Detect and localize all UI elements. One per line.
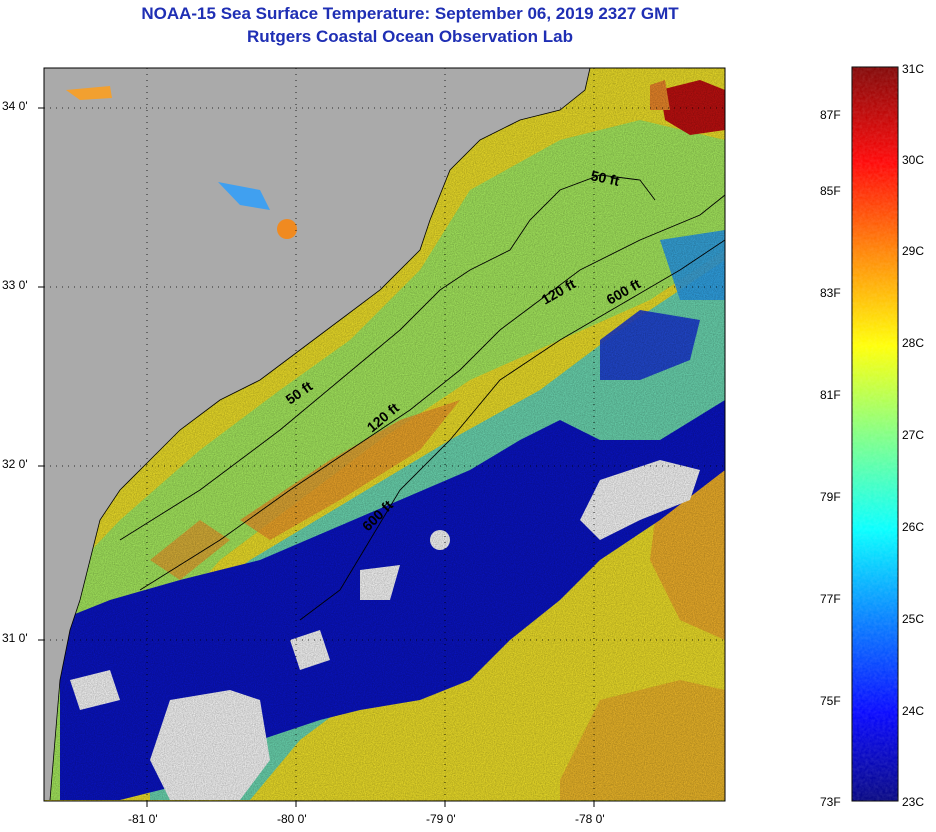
lon-label-80: -80 0' — [277, 812, 307, 826]
lon-label-81: -81 0' — [128, 812, 158, 826]
inland-water-1 — [66, 86, 112, 100]
isobath-600ft — [299, 239, 725, 621]
colorbar-label-26c: 26C — [902, 520, 925, 534]
colorbar-label-29c: 29C — [902, 244, 925, 258]
colorbar-texture — [852, 67, 898, 801]
lon-label-79: -79 0' — [426, 812, 456, 826]
colorbar-label-81f: 81F — [820, 388, 841, 402]
lat-label-32: 32 0' — [2, 457, 28, 471]
coastline — [49, 68, 591, 801]
colorbar-label-23c: 23C — [902, 795, 925, 809]
colorbar-label-77f: 77F — [820, 592, 841, 606]
map-frame — [43, 67, 726, 802]
colorbar-label-27c: 27C — [902, 428, 925, 442]
colorbar-label-85f: 85F — [820, 184, 841, 198]
colorbar-label-87f: 87F — [820, 108, 841, 122]
lon-label-78: -78 0' — [575, 812, 605, 826]
lat-label-33: 33 0' — [2, 278, 28, 292]
isobath-120ft — [139, 194, 725, 591]
colorbar-label-30c: 30C — [902, 153, 925, 167]
inland-water-2 — [218, 182, 270, 210]
contour-label-50ft-north: 50 ft — [589, 167, 621, 189]
lat-label-31: 31 0' — [2, 631, 28, 645]
map-subtitle: Rutgers Coastal Ocean Observation Lab — [247, 27, 573, 46]
colorbar-label-83f: 83F — [820, 286, 841, 300]
colorbar-label-28c: 28C — [902, 336, 925, 350]
colorbar-label-73f: 73F — [820, 795, 841, 809]
inland-water-3 — [277, 219, 297, 239]
colorbar-label-75f: 75F — [820, 694, 841, 708]
colorbar-label-24c: 24C — [902, 704, 925, 718]
colorbar-label-31c: 31C — [902, 62, 925, 76]
graticule — [44, 68, 725, 801]
isobath-50ft — [119, 174, 656, 541]
map-title: NOAA-15 Sea Surface Temperature: Septemb… — [141, 4, 679, 23]
lat-label-34: 34 0' — [2, 99, 28, 113]
land-mass — [44, 68, 590, 800]
axis-ticks — [38, 107, 595, 807]
colorbar-label-25c: 25C — [902, 612, 925, 626]
colorbar-label-79f: 79F — [820, 490, 841, 504]
